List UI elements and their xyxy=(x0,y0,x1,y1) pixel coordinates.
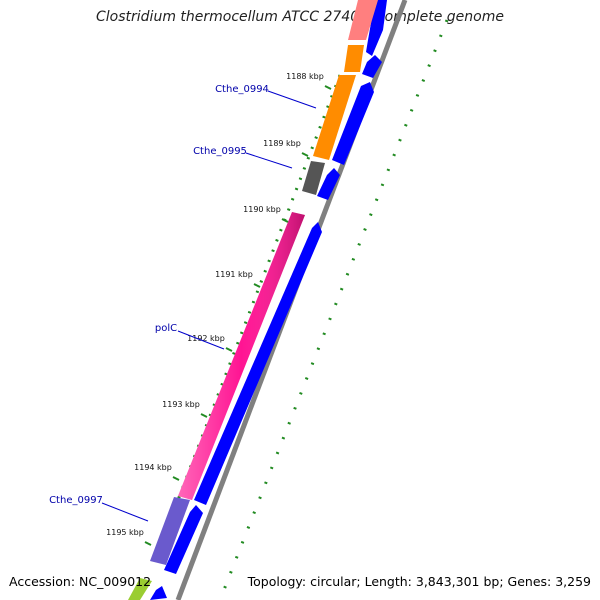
gene-callout-line xyxy=(245,152,293,169)
topology-label: Topology: circular; Length: 3,843,301 bp… xyxy=(247,574,591,589)
cthe-0994-gene-top[interactable] xyxy=(344,45,364,72)
cds-arrow[interactable] xyxy=(164,505,203,574)
cthe-0997-gene[interactable] xyxy=(150,497,190,565)
cds-arrow[interactable] xyxy=(332,82,374,165)
kbp-tick-label: 1190 kbp xyxy=(243,205,281,214)
cds-arrow[interactable] xyxy=(317,168,340,200)
kbp-tick-mark xyxy=(253,283,261,288)
gene-callout-line xyxy=(267,90,317,109)
kbp-tick-mark xyxy=(281,218,289,223)
kbp-tick-mark xyxy=(172,476,180,481)
kbp-tick-label: 1193 kbp xyxy=(162,400,200,409)
polc-gene-shade xyxy=(178,212,305,500)
cds-arrow[interactable] xyxy=(366,0,387,56)
kbp-tick-mark xyxy=(200,413,208,418)
cds-arrow[interactable] xyxy=(362,55,382,78)
kbp-tick-label: 1188 kbp xyxy=(286,72,324,81)
kbp-tick-label: 1189 kbp xyxy=(263,139,301,148)
gene-label[interactable]: Cthe_0995 xyxy=(193,146,247,157)
kbp-tick-label: 1191 kbp xyxy=(215,270,253,279)
accession-label: Accession: NC_009012 xyxy=(9,574,152,589)
kbp-scale: 1188 kbp 1189 kbp 1190 kbp 1191 kbp 1192 kbp… xyxy=(106,72,332,546)
cthe-0995-gene[interactable] xyxy=(302,161,325,195)
cthe-0994-gene[interactable] xyxy=(313,75,356,160)
cds-arrow[interactable] xyxy=(194,222,322,505)
kbp-tick-label: 1192 kbp xyxy=(187,334,225,343)
kbp-tick-label: 1195 kbp xyxy=(106,528,144,537)
gene-callout-line xyxy=(177,330,225,350)
gene-label[interactable]: Cthe_0997 xyxy=(49,495,103,506)
gene-label[interactable]: Cthe_0994 xyxy=(215,84,269,95)
gene-callouts: Cthe_0994 Cthe_0995 polC Cthe_0997 xyxy=(49,84,317,522)
gene-label[interactable]: polC xyxy=(155,323,177,334)
kbp-tick-mark xyxy=(324,85,332,90)
kbp-tick-label: 1194 kbp xyxy=(134,463,172,472)
top-feature-pink[interactable] xyxy=(348,0,378,40)
kbp-tick-mark xyxy=(144,541,152,546)
bottom-feature-green[interactable] xyxy=(128,578,152,600)
cds-arrow[interactable] xyxy=(150,586,167,600)
cds-track xyxy=(150,0,387,600)
gene-track xyxy=(128,0,378,600)
kbp-tick-mark xyxy=(225,347,233,352)
gene-callout-line xyxy=(101,502,149,522)
kbp-tick-mark xyxy=(301,152,309,157)
